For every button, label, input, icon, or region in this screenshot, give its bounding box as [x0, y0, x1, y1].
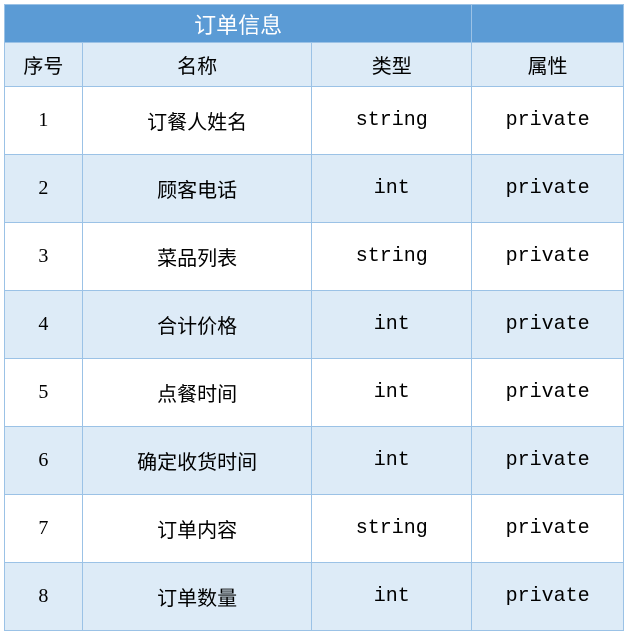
cell-type: int — [312, 155, 472, 223]
cell-attr: private — [472, 427, 624, 495]
title-spacer — [472, 5, 624, 43]
cell-attr: private — [472, 291, 624, 359]
table-body: 1订餐人姓名stringprivate2顾客电话intprivate3菜品列表s… — [5, 87, 624, 631]
cell-name: 订单内容 — [82, 495, 312, 563]
cell-attr: private — [472, 223, 624, 291]
cell-attr: private — [472, 87, 624, 155]
cell-name: 确定收货时间 — [82, 427, 312, 495]
table-row: 4合计价格intprivate — [5, 291, 624, 359]
cell-seq: 8 — [5, 563, 83, 631]
table-header-row: 序号 名称 类型 属性 — [5, 43, 624, 87]
cell-name: 订单数量 — [82, 563, 312, 631]
cell-seq: 5 — [5, 359, 83, 427]
cell-seq: 1 — [5, 87, 83, 155]
cell-name: 顾客电话 — [82, 155, 312, 223]
cell-type: string — [312, 495, 472, 563]
cell-attr: private — [472, 155, 624, 223]
cell-attr: private — [472, 359, 624, 427]
header-name: 名称 — [82, 43, 312, 87]
cell-seq: 7 — [5, 495, 83, 563]
cell-type: string — [312, 87, 472, 155]
order-info-table: 订单信息 序号 名称 类型 属性 1订餐人姓名stringprivate2顾客电… — [4, 4, 624, 631]
table-row: 7订单内容stringprivate — [5, 495, 624, 563]
cell-type: int — [312, 427, 472, 495]
header-attr: 属性 — [472, 43, 624, 87]
table-row: 2顾客电话intprivate — [5, 155, 624, 223]
table-row: 8订单数量intprivate — [5, 563, 624, 631]
header-type: 类型 — [312, 43, 472, 87]
cell-type: string — [312, 223, 472, 291]
table-row: 1订餐人姓名stringprivate — [5, 87, 624, 155]
cell-type: int — [312, 291, 472, 359]
cell-name: 点餐时间 — [82, 359, 312, 427]
table-title: 订单信息 — [5, 5, 472, 43]
cell-name: 菜品列表 — [82, 223, 312, 291]
table-title-row: 订单信息 — [5, 5, 624, 43]
cell-attr: private — [472, 563, 624, 631]
cell-type: int — [312, 359, 472, 427]
table-row: 6确定收货时间intprivate — [5, 427, 624, 495]
table-row: 5点餐时间intprivate — [5, 359, 624, 427]
cell-type: int — [312, 563, 472, 631]
cell-seq: 4 — [5, 291, 83, 359]
cell-attr: private — [472, 495, 624, 563]
table-row: 3菜品列表stringprivate — [5, 223, 624, 291]
cell-seq: 6 — [5, 427, 83, 495]
cell-seq: 3 — [5, 223, 83, 291]
cell-name: 订餐人姓名 — [82, 87, 312, 155]
cell-name: 合计价格 — [82, 291, 312, 359]
header-seq: 序号 — [5, 43, 83, 87]
cell-seq: 2 — [5, 155, 83, 223]
